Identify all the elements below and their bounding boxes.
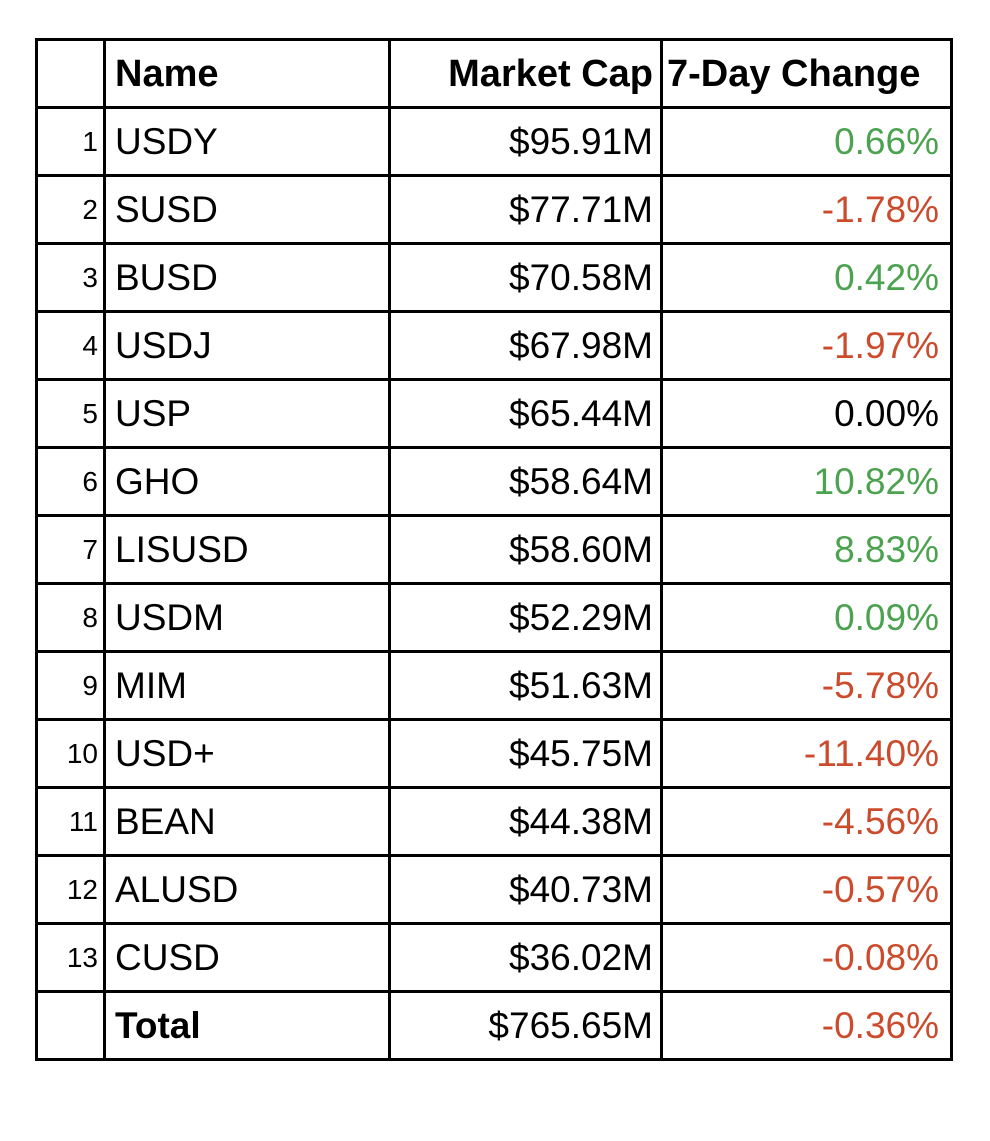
table-row: 11 BEAN $44.38M -4.56% xyxy=(35,786,953,857)
row-change: 8.83% xyxy=(660,514,953,585)
row-rank: 8 xyxy=(35,582,106,653)
row-market-cap: $52.29M xyxy=(388,582,663,653)
table-row: 6 GHO $58.64M 10.82% xyxy=(35,446,953,517)
table-row: 8 USDM $52.29M 0.09% xyxy=(35,582,953,653)
row-name: USDJ xyxy=(103,310,391,381)
row-market-cap: $58.60M xyxy=(388,514,663,585)
row-name: USP xyxy=(103,378,391,449)
total-market-cap: $765.65M xyxy=(388,990,663,1061)
row-change: -0.57% xyxy=(660,854,953,925)
table-row: 7 LISUSD $58.60M 8.83% xyxy=(35,514,953,585)
stablecoin-table-container: Name Market Cap 7-Day Change 1 USDY $95.… xyxy=(35,38,953,1061)
row-rank: 9 xyxy=(35,650,106,721)
table-row: 2 SUSD $77.71M -1.78% xyxy=(35,174,953,245)
row-rank: 12 xyxy=(35,854,106,925)
table-row: 9 MIM $51.63M -5.78% xyxy=(35,650,953,721)
row-name: USD+ xyxy=(103,718,391,789)
row-change: 0.42% xyxy=(660,242,953,313)
row-change: -1.97% xyxy=(660,310,953,381)
row-name: BUSD xyxy=(103,242,391,313)
row-rank: 5 xyxy=(35,378,106,449)
header-row: Name Market Cap 7-Day Change xyxy=(35,38,953,109)
table-row: 4 USDJ $67.98M -1.97% xyxy=(35,310,953,381)
row-change: -1.78% xyxy=(660,174,953,245)
table-row: 10 USD+ $45.75M -11.40% xyxy=(35,718,953,789)
total-rank xyxy=(35,990,106,1061)
row-change: 0.00% xyxy=(660,378,953,449)
row-rank: 10 xyxy=(35,718,106,789)
header-name: Name xyxy=(103,38,391,109)
row-change: -5.78% xyxy=(660,650,953,721)
row-market-cap: $77.71M xyxy=(388,174,663,245)
row-change: -11.40% xyxy=(660,718,953,789)
stablecoin-table: Name Market Cap 7-Day Change 1 USDY $95.… xyxy=(35,38,953,1061)
row-market-cap: $95.91M xyxy=(388,106,663,177)
row-rank: 1 xyxy=(35,106,106,177)
row-rank: 3 xyxy=(35,242,106,313)
row-market-cap: $70.58M xyxy=(388,242,663,313)
row-market-cap: $51.63M xyxy=(388,650,663,721)
row-change: -4.56% xyxy=(660,786,953,857)
total-row: Total $765.65M -0.36% xyxy=(35,990,953,1061)
row-rank: 11 xyxy=(35,786,106,857)
total-change: -0.36% xyxy=(660,990,953,1061)
table-row: 1 USDY $95.91M 0.66% xyxy=(35,106,953,177)
row-market-cap: $65.44M xyxy=(388,378,663,449)
row-change: 10.82% xyxy=(660,446,953,517)
row-market-cap: $44.38M xyxy=(388,786,663,857)
row-name: BEAN xyxy=(103,786,391,857)
table-row: 3 BUSD $70.58M 0.42% xyxy=(35,242,953,313)
row-name: GHO xyxy=(103,446,391,517)
row-name: USDY xyxy=(103,106,391,177)
row-market-cap: $40.73M xyxy=(388,854,663,925)
row-rank: 2 xyxy=(35,174,106,245)
row-change: -0.08% xyxy=(660,922,953,993)
row-name: MIM xyxy=(103,650,391,721)
row-rank: 6 xyxy=(35,446,106,517)
row-name: CUSD xyxy=(103,922,391,993)
row-rank: 7 xyxy=(35,514,106,585)
row-market-cap: $67.98M xyxy=(388,310,663,381)
row-name: USDM xyxy=(103,582,391,653)
header-7day-change: 7-Day Change xyxy=(660,38,953,109)
row-change: 0.66% xyxy=(660,106,953,177)
table-row: 13 CUSD $36.02M -0.08% xyxy=(35,922,953,993)
header-rank xyxy=(35,38,106,109)
row-market-cap: $58.64M xyxy=(388,446,663,517)
row-change: 0.09% xyxy=(660,582,953,653)
total-label: Total xyxy=(103,990,391,1061)
table-body: 1 USDY $95.91M 0.66% 2 SUSD $77.71M -1.7… xyxy=(35,106,953,993)
table-row: 5 USP $65.44M 0.00% xyxy=(35,378,953,449)
row-name: ALUSD xyxy=(103,854,391,925)
table-row: 12 ALUSD $40.73M -0.57% xyxy=(35,854,953,925)
row-rank: 4 xyxy=(35,310,106,381)
row-rank: 13 xyxy=(35,922,106,993)
row-market-cap: $45.75M xyxy=(388,718,663,789)
row-name: SUSD xyxy=(103,174,391,245)
row-name: LISUSD xyxy=(103,514,391,585)
row-market-cap: $36.02M xyxy=(388,922,663,993)
header-market-cap: Market Cap xyxy=(388,38,663,109)
